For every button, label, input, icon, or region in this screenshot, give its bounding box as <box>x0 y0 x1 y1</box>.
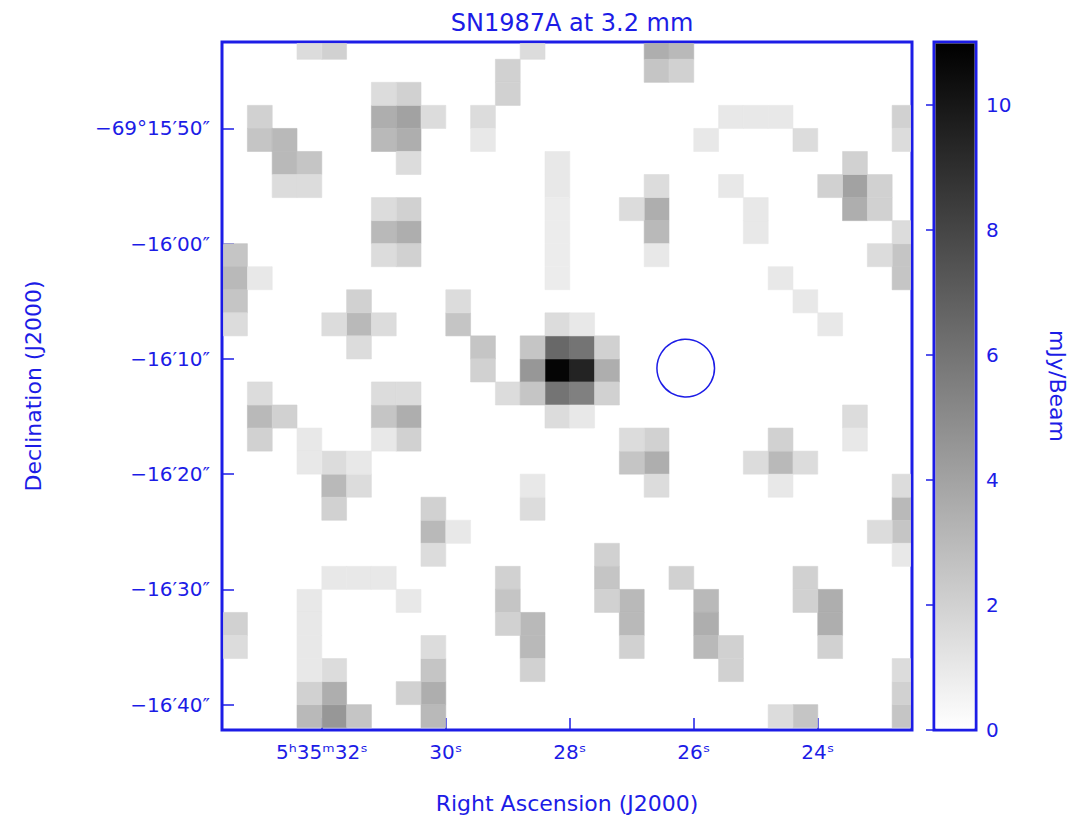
svg-text:4: 4 <box>986 468 999 492</box>
svg-text:Right Ascension (J2000): Right Ascension (J2000) <box>436 791 699 816</box>
svg-text:mJy/Beam: mJy/Beam <box>1045 330 1070 442</box>
svg-text:−16′20″: −16′20″ <box>130 462 210 486</box>
svg-text:30ˢ: 30ˢ <box>429 740 462 764</box>
svg-text:2: 2 <box>986 593 999 617</box>
svg-text:Declination (J2000): Declination (J2000) <box>21 281 46 492</box>
svg-text:−16′40″: −16′40″ <box>130 693 210 717</box>
svg-text:SN1987A at 3.2 mm: SN1987A at 3.2 mm <box>451 9 694 37</box>
svg-text:0: 0 <box>986 718 999 742</box>
svg-text:5ʰ35ᵐ32ˢ: 5ʰ35ᵐ32ˢ <box>276 740 368 764</box>
svg-text:6: 6 <box>986 343 999 367</box>
svg-text:26ˢ: 26ˢ <box>677 740 710 764</box>
svg-text:−16′10″: −16′10″ <box>130 347 210 371</box>
svg-text:−16′30″: −16′30″ <box>130 577 210 601</box>
svg-text:8: 8 <box>986 218 999 242</box>
svg-text:−16′00″: −16′00″ <box>130 232 210 256</box>
svg-text:28ˢ: 28ˢ <box>553 740 586 764</box>
svg-text:24ˢ: 24ˢ <box>801 740 834 764</box>
svg-text:10: 10 <box>986 93 1011 117</box>
svg-text:−69°15′50″: −69°15′50″ <box>95 116 210 140</box>
